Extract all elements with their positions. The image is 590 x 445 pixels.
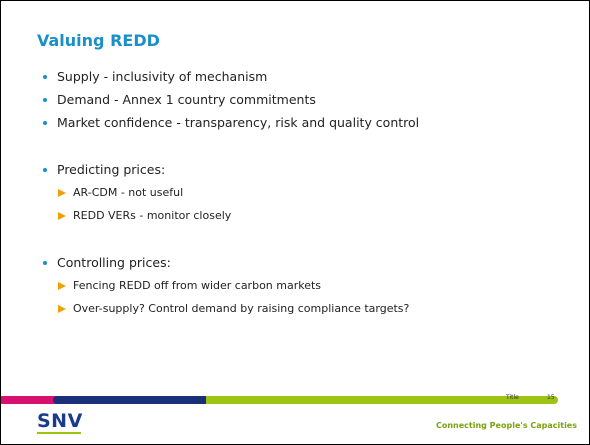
content: Supply - inclusivity of mechanism Demand… [41, 67, 571, 346]
bullet: Predicting prices: [41, 160, 571, 183]
logo: SNV [37, 410, 83, 432]
bar-green [206, 396, 558, 404]
sub-bullet: REDD VERs - monitor closely [41, 206, 571, 229]
bullet-group: Supply - inclusivity of mechanism Demand… [41, 67, 571, 136]
bullet-group: Predicting prices: AR-CDM - not useful R… [41, 160, 571, 229]
logo-underline [37, 432, 81, 434]
footer-label: Title [506, 394, 519, 401]
bullet: Supply - inclusivity of mechanism [41, 67, 571, 90]
page-number: 15 [547, 394, 555, 401]
bar-navy [53, 396, 213, 404]
slide-title: Valuing REDD [37, 31, 160, 50]
bullet: Market confidence - transparency, risk a… [41, 113, 571, 136]
bullet: Demand - Annex 1 country commitments [41, 90, 571, 113]
sub-bullet: AR-CDM - not useful [41, 183, 571, 206]
sub-bullet: Fencing REDD off from wider carbon marke… [41, 276, 571, 299]
bullet-group: Controlling prices: Fencing REDD off fro… [41, 253, 571, 322]
sub-bullet: Over-supply? Control demand by raising c… [41, 299, 571, 322]
bullet: Controlling prices: [41, 253, 571, 276]
bar-magenta [1, 396, 61, 404]
tagline: Connecting People's Capacities [435, 421, 577, 430]
